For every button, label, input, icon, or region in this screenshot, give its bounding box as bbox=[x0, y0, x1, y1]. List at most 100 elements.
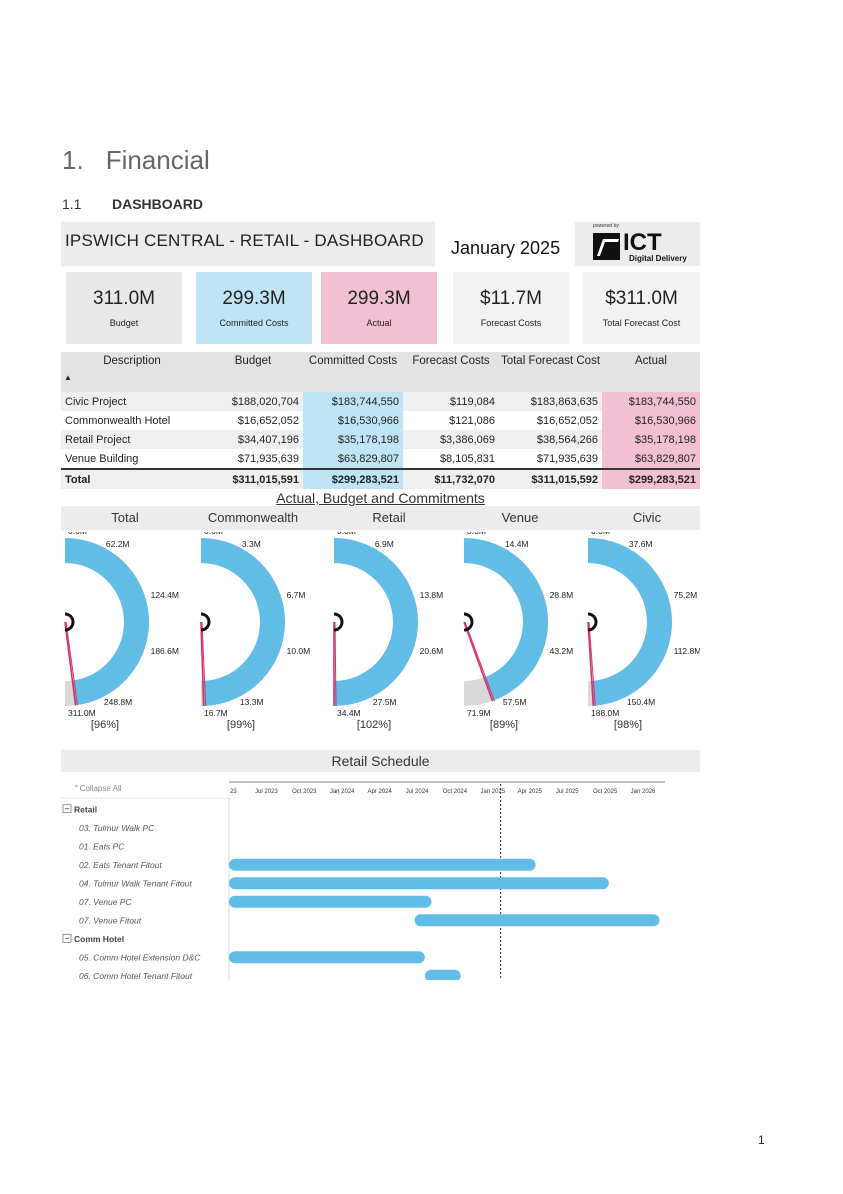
column-header-description[interactable]: Description ▲ bbox=[61, 352, 203, 392]
report-month: January 2025 bbox=[451, 238, 561, 258]
kpi-label: Actual bbox=[366, 318, 392, 328]
gauge-percent-label: [89%] bbox=[490, 719, 518, 731]
gauge-hub bbox=[200, 612, 211, 632]
financial-table: Description ▲ Budget Committed Costs Fore… bbox=[61, 352, 700, 489]
gauge-tick-label: 0.0M bbox=[467, 532, 486, 536]
table-header-row: Description ▲ Budget Committed Costs Fore… bbox=[61, 352, 700, 392]
gauge-hub bbox=[463, 612, 474, 632]
schedule-bar bbox=[229, 895, 432, 908]
gauge-value-arc bbox=[334, 538, 418, 706]
schedule-task-label: 03. Tulmur Walk PC bbox=[79, 823, 155, 833]
gauge-commonwealth: 0.0M 3.3M 6.7M 10.0M 13.3M 16.7M[99%] bbox=[200, 532, 310, 731]
column-header-budget[interactable]: Budget bbox=[203, 352, 303, 392]
cell-description: Civic Project bbox=[61, 392, 203, 411]
cell-total-forecast: $311,015,592 bbox=[499, 468, 602, 489]
cell-actual: $299,283,521 bbox=[602, 468, 700, 489]
gauge-hub bbox=[587, 612, 598, 632]
kpi-label: Total Forecast Cost bbox=[602, 318, 681, 328]
kpi-label: Committed Costs bbox=[219, 318, 289, 328]
gauge-title-venue: Venue bbox=[501, 510, 539, 525]
subsection-title: DASHBOARD bbox=[112, 196, 203, 212]
gauge-venue: 0.0M 14.4M 28.8M 43.2M 57.5M 71.9M[89%] bbox=[463, 532, 573, 731]
timeline-tick-label: Oct 2023 bbox=[292, 789, 317, 795]
cell-total-forecast: $71,935,639 bbox=[536, 452, 598, 465]
gauge-percent-label: [99%] bbox=[227, 719, 255, 731]
cell-description: Venue Building bbox=[65, 452, 139, 465]
logo-mark-icon bbox=[593, 233, 620, 260]
gauge-tick-label: 62.2M bbox=[106, 539, 130, 549]
gauge-needle-shadow bbox=[464, 621, 495, 702]
gauge-tick-label: 186.6M bbox=[151, 646, 179, 656]
gauge-tick-label: 248.8M bbox=[104, 697, 132, 707]
schedule-gantt: ⌃Collapse All 23 Jul 2023 Oct 2023 Jan 2024 A… bbox=[61, 781, 665, 980]
column-header-actual[interactable]: Actual bbox=[602, 352, 700, 392]
section-number: 1. bbox=[62, 145, 84, 175]
kpi-card-budget: 311.0M Budget bbox=[66, 272, 182, 344]
gauge-tick-label: 124.4M bbox=[151, 590, 179, 600]
gauge-tick-label: 57.5M bbox=[503, 697, 527, 707]
timeline-tick-label: Jul 2025 bbox=[556, 789, 579, 795]
schedule-bar bbox=[414, 914, 660, 927]
timeline-tick-label: Jan 2024 bbox=[330, 789, 355, 795]
gauge-value-arc bbox=[588, 538, 673, 706]
cell-total-forecast: $16,652,052 bbox=[536, 414, 598, 427]
gauge-retail: 0.0M 6.9M 13.8M 20.6M 27.5M 34.4M[102%] bbox=[333, 532, 443, 731]
gauge-tick-label: 13.3M bbox=[240, 697, 264, 707]
column-header-total-forecast[interactable]: Total Forecast Cost bbox=[499, 352, 602, 392]
gauge-value-arc bbox=[201, 538, 286, 706]
cell-budget: $188,020,704 bbox=[203, 392, 303, 411]
cell-actual: $16,530,966 bbox=[602, 411, 700, 430]
gauge-hub bbox=[64, 612, 75, 632]
cell-forecast: $119,084 bbox=[403, 392, 499, 411]
cell-budget: $311,015,591 bbox=[203, 468, 303, 489]
dashboard-image: IPSWICH CENTRAL - RETAIL - DASHBOARD Jan… bbox=[61, 222, 700, 980]
logo-tagline: Digital Delivery bbox=[629, 254, 687, 263]
column-header-label: Description bbox=[103, 355, 161, 367]
gauge-tick-label: 14.4M bbox=[505, 539, 529, 549]
kpi-value: $11.7M bbox=[480, 288, 542, 309]
gauge-needle bbox=[200, 621, 205, 706]
collapse-all-button[interactable]: ⌃Collapse All bbox=[73, 784, 122, 793]
column-header-forecast[interactable]: Forecast Costs bbox=[403, 352, 499, 392]
schedule-task-label: 06. Comm Hotel Tenant Fitout bbox=[79, 971, 193, 980]
cell-actual: $35,178,198 bbox=[602, 430, 700, 449]
kpi-label: Budget bbox=[109, 318, 139, 328]
gauge-tick-label: 75.2M bbox=[674, 590, 698, 600]
kpi-value: $311.0M bbox=[605, 288, 678, 309]
cell-budget: $34,407,196 bbox=[203, 430, 303, 449]
schedule-title: Retail Schedule bbox=[61, 750, 700, 772]
cell-committed: $299,283,521 bbox=[303, 468, 403, 489]
gauge-tick-label: 27.5M bbox=[373, 697, 397, 707]
timeline-tick-label: Apr 2024 bbox=[367, 789, 392, 795]
timeline-tick-label: Oct 2024 bbox=[443, 789, 468, 795]
schedule-bar bbox=[229, 951, 425, 964]
gauge-tick-label: 150.4M bbox=[627, 697, 655, 707]
gauge-title-civic: Civic bbox=[632, 510, 662, 525]
cell-description: Commonwealth Hotel bbox=[65, 414, 171, 427]
timeline-tick-label: Apr 2025 bbox=[518, 789, 543, 795]
gauge-needle-shadow bbox=[65, 621, 79, 706]
gauge-needle-shadow bbox=[201, 621, 207, 706]
cell-forecast: $121,086 bbox=[449, 414, 495, 427]
gauge-tick-label: 6.9M bbox=[375, 539, 394, 549]
gauge-needle-shadow bbox=[334, 621, 337, 707]
gauge-tick-label: 34.4M bbox=[337, 708, 361, 718]
page-number: 1 bbox=[758, 1133, 765, 1147]
cell-forecast: $3,386,069 bbox=[403, 430, 499, 449]
cell-description: Total bbox=[61, 468, 203, 489]
gauge-percent-label: [102%] bbox=[357, 719, 391, 731]
cell-budget: $71,935,639 bbox=[237, 452, 299, 465]
cell-committed: $35,178,198 bbox=[303, 430, 403, 449]
kpi-card-actual: 299.3M Actual bbox=[321, 272, 437, 344]
cell-description: Retail Project bbox=[61, 430, 203, 449]
gauge-tick-label: 112.8M bbox=[674, 646, 700, 656]
schedule-group-label: Comm Hotel bbox=[74, 934, 124, 944]
schedule-task-label: 07. Venue Fitout bbox=[79, 915, 142, 925]
column-header-committed[interactable]: Committed Costs bbox=[303, 352, 403, 392]
gauge-value-arc bbox=[65, 538, 150, 706]
gauge-title-bar bbox=[61, 506, 700, 530]
gauge-percent-label: [96%] bbox=[91, 719, 119, 731]
table-total-row: Total $311,015,591 $299,283,521 $11,732,… bbox=[61, 468, 700, 489]
table-row: Civic Project $188,020,704 $183,744,550 … bbox=[61, 392, 700, 411]
cell-forecast: $8,105,831 bbox=[439, 452, 495, 465]
